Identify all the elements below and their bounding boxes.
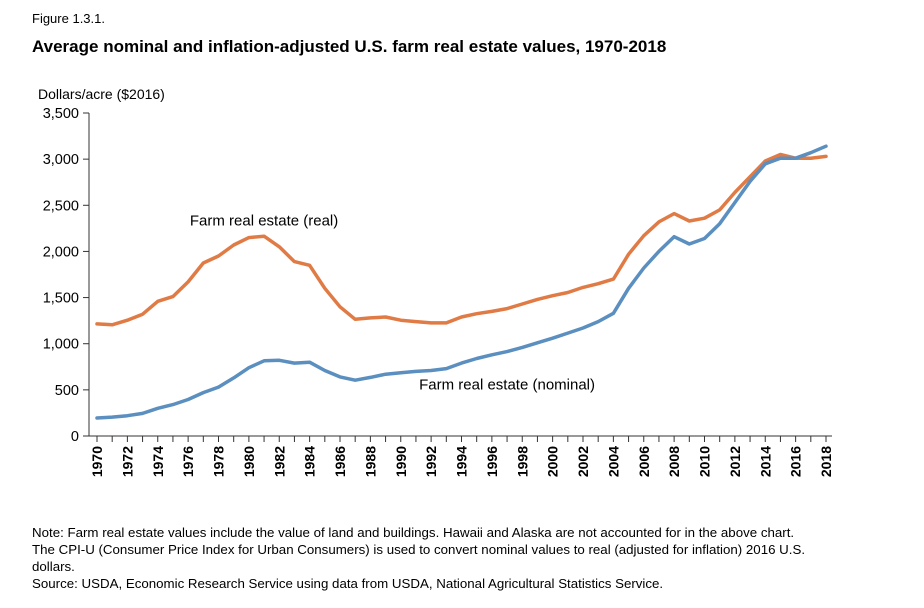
line-chart: 0 500 1,000 1,500 2,000 2,500 3,000 3,500 1970 19… (43, 106, 834, 477)
x-tick-label: 1974 (150, 446, 166, 477)
y-tick-label: 2,500 (43, 198, 79, 214)
y-tick-label: 0 (71, 429, 79, 445)
x-tick-label: 2006 (636, 446, 652, 477)
series-line-real (95, 152, 828, 327)
x-tick-label: 1982 (271, 446, 287, 477)
figure-label: Figure 1.3.1. (32, 11, 105, 26)
x-tick-label: 1976 (180, 446, 196, 477)
note-line-1: Note: Farm real estate values include th… (32, 525, 795, 540)
x-tick-label: 2012 (727, 446, 743, 477)
y-tick-label: 500 (55, 383, 79, 399)
x-tick-label: 1990 (393, 446, 409, 477)
x-tick-label: 1980 (241, 446, 257, 477)
y-tick-label: 3,000 (43, 152, 79, 168)
chart-title: Average nominal and inflation-adjusted U… (32, 37, 667, 56)
note-line-4: Source: USDA, Economic Research Service … (32, 576, 664, 591)
x-tick-label: 2018 (818, 446, 834, 477)
annotation-nominal: Farm real estate (nominal) (419, 376, 595, 393)
x-tick-label: 1988 (362, 446, 378, 477)
x-tick-label: 1978 (211, 446, 227, 477)
x-tick-label: 2002 (575, 446, 591, 477)
y-tick-label: 1,500 (43, 291, 79, 307)
x-tick-label: 2004 (605, 446, 621, 477)
note-line-2: The CPI-U (Consumer Price Index for Urba… (32, 542, 806, 557)
y-tick-label: 2,000 (43, 244, 79, 260)
x-tick-label: 2000 (545, 446, 561, 477)
note-line-3: dollars. (32, 559, 75, 574)
x-tick-label: 2016 (788, 446, 804, 477)
y-tick-label: 1,000 (43, 337, 79, 353)
x-tick-label: 2010 (697, 446, 713, 477)
x-tick-label: 2008 (666, 446, 682, 477)
x-tick-label: 2014 (757, 446, 773, 477)
x-tick-label: 1996 (484, 446, 500, 477)
y-axis-label: Dollars/acre ($2016) (38, 86, 165, 102)
x-tick-label: 1984 (302, 446, 318, 477)
x-tick-label: 1994 (454, 446, 470, 477)
x-tick-label: 1992 (423, 446, 439, 477)
x-tick-label: 1998 (514, 446, 530, 477)
chart-notes: Note: Farm real estate values include th… (32, 524, 902, 592)
series-line-nominal (95, 144, 828, 420)
y-tick-label: 3,500 (43, 106, 79, 122)
x-tick-label: 1972 (119, 446, 135, 477)
annotation-real: Farm real estate (real) (190, 213, 338, 230)
x-tick-label: 1970 (89, 446, 105, 477)
x-tick-label: 1986 (332, 446, 348, 477)
